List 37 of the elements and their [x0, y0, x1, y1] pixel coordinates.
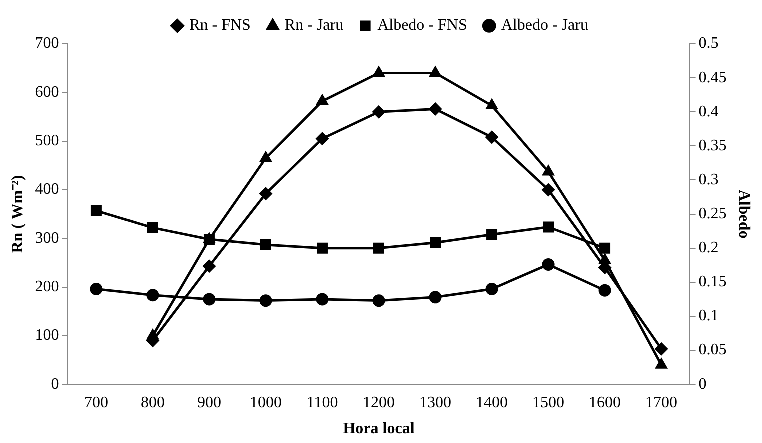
y2-tick-label: 0.4 — [698, 103, 719, 120]
y-tick-label: 100 — [35, 327, 60, 344]
y2-tick-label: 0.35 — [698, 137, 727, 154]
y2-tick-label: 0.45 — [698, 69, 727, 86]
x-tick-label: 1500 — [532, 394, 565, 412]
y2-tick-label: 0.05 — [698, 342, 727, 359]
legend-label: Albedo - FNS — [378, 17, 468, 34]
y-tick-label: 0 — [51, 376, 60, 393]
x-tick-label: 1100 — [306, 394, 338, 412]
x-tick-label: 800 — [140, 394, 165, 412]
y-tick-label: 200 — [35, 278, 60, 296]
y-tick-label: 500 — [35, 132, 60, 150]
x-tick-label: 1300 — [420, 394, 452, 412]
x-tick-label: 1000 — [250, 394, 282, 412]
legend-label: Albedo - Jaru — [501, 17, 588, 34]
legend-label: Rn - Jaru — [284, 17, 344, 34]
y2-tick-label: 0.1 — [698, 308, 719, 325]
x-axis-title: Hora local — [343, 420, 416, 438]
x-tick-label: 1700 — [646, 394, 678, 412]
x-tick-label: 1400 — [476, 394, 508, 412]
y2-axis-title: Albedo — [735, 190, 752, 239]
y-tick-label: 300 — [35, 230, 60, 247]
y2-tick-label: 0.3 — [698, 171, 719, 188]
legend-label: Rn - FNS — [190, 17, 251, 34]
y2-tick-label: 0.25 — [698, 206, 727, 223]
x-tick-label: 1200 — [363, 394, 395, 412]
x-tick-label: 1600 — [589, 394, 622, 412]
x-tick-label: 900 — [197, 394, 222, 412]
y2-tick-label: 0 — [698, 376, 707, 393]
y-tick-label: 700 — [35, 35, 60, 52]
y-tick-label: 400 — [35, 181, 60, 198]
x-tick-label: 700 — [84, 394, 108, 412]
y-tick-label: 600 — [35, 84, 60, 101]
y2-tick-label: 0.5 — [698, 35, 719, 52]
y2-tick-label: 0.15 — [698, 274, 727, 291]
y-axis-title: Rn ( Wm⁻²) — [10, 175, 27, 254]
y2-tick-label: 0.2 — [698, 240, 719, 257]
